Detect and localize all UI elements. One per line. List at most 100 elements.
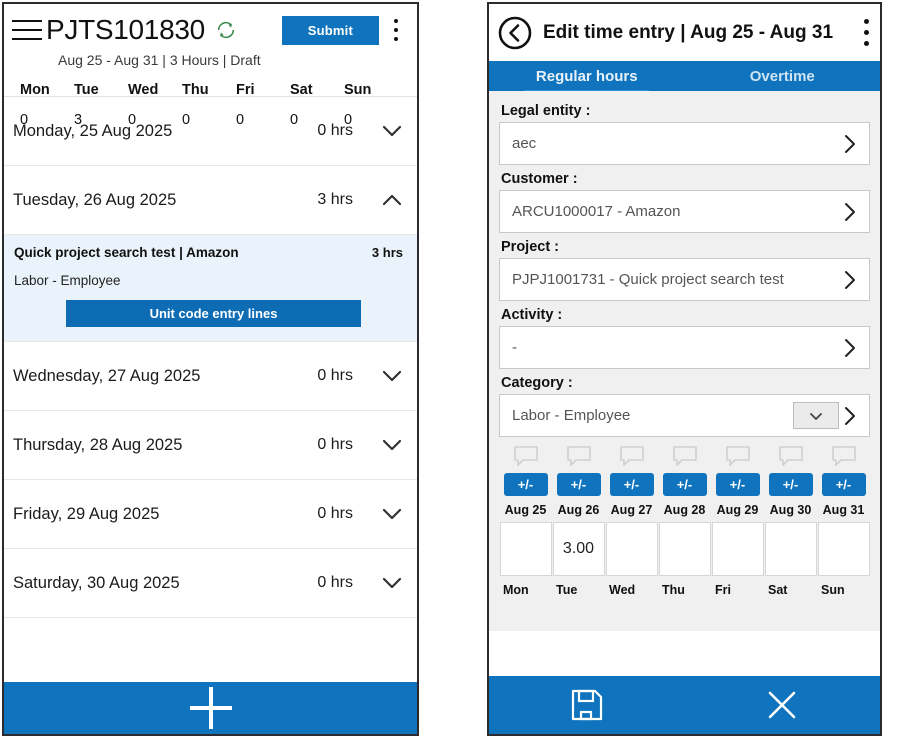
value-category: Labor - Employee	[512, 407, 631, 424]
week-summary-day: Mon	[20, 82, 50, 98]
day-weekday: Mon	[503, 583, 529, 597]
page-title: Edit time entry | Aug 25 - Aug 31	[543, 21, 834, 43]
comment-icon[interactable]	[672, 445, 698, 467]
hours-input[interactable]	[499, 522, 552, 576]
tab-regular-hours[interactable]: Regular hours	[489, 61, 685, 95]
comment-icon[interactable]	[778, 445, 804, 467]
chevron-right-icon	[845, 406, 855, 425]
hours-input[interactable]: 3.00	[552, 522, 605, 576]
day-row[interactable]: Saturday, 30 Aug 2025 0 hrs	[4, 549, 417, 618]
save-button[interactable]	[489, 685, 685, 725]
week-summary-col: Wed 0	[128, 82, 182, 128]
week-summary-row: Mon 0 Tue 3 Wed 0 Thu 0 Fri 0 Sat 0 Sun …	[12, 82, 407, 128]
week-summary-value: 0	[290, 112, 299, 128]
plus-minus-button[interactable]: +/-	[821, 473, 866, 496]
plus-minus-button[interactable]: +/-	[609, 473, 654, 496]
plus-minus-button[interactable]: +/-	[768, 473, 813, 496]
label-category: Category :	[501, 375, 573, 391]
day-column: +/- Aug 26 3.00 Tue	[552, 445, 605, 597]
tab-bar: Regular hours Overtime	[489, 61, 880, 95]
save-icon	[571, 689, 602, 721]
day-hours: 0 hrs	[317, 122, 353, 139]
week-summary-day: Wed	[128, 82, 159, 98]
back-arrow-icon[interactable]	[497, 15, 533, 51]
day-row[interactable]: Tuesday, 26 Aug 2025 3 hrs	[4, 166, 417, 235]
value-customer: ARCU1000017 - Amazon	[512, 203, 681, 220]
timesheet-id: PJTS101830	[46, 14, 205, 45]
entry-hours: 3 hrs	[371, 245, 403, 260]
day-label: Wednesday, 27 Aug 2025	[13, 366, 201, 385]
week-summary-value: 3	[74, 112, 83, 128]
value-activity: -	[512, 339, 517, 356]
hours-input[interactable]	[605, 522, 658, 576]
hours-input[interactable]	[711, 522, 764, 576]
kebab-menu-icon[interactable]	[385, 15, 407, 45]
comment-icon[interactable]	[513, 445, 539, 467]
plus-minus-button[interactable]: +/-	[503, 473, 548, 496]
week-summary-col: Sat 0	[290, 82, 344, 128]
entry-form: Legal entity : aec Customer : ARCU100001…	[489, 91, 880, 631]
day-weekday: Thu	[662, 583, 685, 597]
plus-icon	[189, 687, 232, 729]
week-summary-col: Thu 0	[182, 82, 236, 128]
chevron-down-icon	[382, 439, 402, 451]
week-summary-value: 0	[20, 112, 29, 128]
week-summary-col: Tue 3	[74, 82, 128, 128]
week-summary-col: Sun 0	[344, 82, 398, 128]
refresh-icon[interactable]	[215, 19, 237, 41]
week-summary-day: Fri	[236, 82, 255, 98]
field-category[interactable]: Labor - Employee	[499, 394, 870, 437]
day-label: Thursday, 28 Aug 2025	[13, 435, 183, 454]
category-dropdown[interactable]	[793, 402, 839, 429]
day-row[interactable]: Friday, 29 Aug 2025 0 hrs	[4, 480, 417, 549]
chevron-right-icon	[845, 134, 855, 153]
comment-icon[interactable]	[831, 445, 857, 467]
hours-input[interactable]	[658, 522, 711, 576]
day-hours-grid: +/- Aug 25 Mon +/- Aug 26 3.00 Tue +/- A…	[499, 445, 870, 597]
week-summary-col: Mon 0	[20, 82, 74, 128]
day-date: Aug 28	[663, 503, 706, 517]
chevron-down-icon	[382, 577, 402, 589]
tab-overtime[interactable]: Overtime	[749, 67, 815, 85]
hours-input[interactable]	[817, 522, 870, 576]
day-weekday: Wed	[609, 583, 636, 597]
field-customer[interactable]: ARCU1000017 - Amazon	[499, 190, 870, 233]
week-summary-day: Sat	[290, 82, 313, 98]
day-label: Saturday, 30 Aug 2025	[13, 573, 180, 592]
kebab-menu-icon[interactable]	[858, 19, 874, 46]
day-label: Tuesday, 26 Aug 2025	[13, 190, 177, 209]
plus-minus-button[interactable]: +/-	[556, 473, 601, 496]
hamburger-icon[interactable]	[12, 20, 42, 40]
day-hours: 0 hrs	[317, 505, 353, 522]
chevron-right-icon	[845, 338, 855, 357]
day-row[interactable]: Wednesday, 27 Aug 2025 0 hrs	[4, 342, 417, 411]
field-project[interactable]: PJPJ1001731 - Quick project search test	[499, 258, 870, 301]
day-hours: 0 hrs	[317, 367, 353, 384]
field-legal-entity[interactable]: aec	[499, 122, 870, 165]
hours-input[interactable]	[764, 522, 817, 576]
day-row[interactable]: Monday, 25 Aug 2025 0 hrs	[4, 97, 417, 166]
week-summary-day: Tue	[74, 82, 99, 98]
day-label: Friday, 29 Aug 2025	[13, 504, 160, 523]
add-entry-button[interactable]	[4, 682, 417, 734]
unit-code-entry-lines-button[interactable]: Unit code entry lines	[66, 300, 361, 327]
field-activity[interactable]: -	[499, 326, 870, 369]
plus-minus-button[interactable]: +/-	[715, 473, 760, 496]
day-row[interactable]: Thursday, 28 Aug 2025 0 hrs	[4, 411, 417, 480]
day-column: +/- Aug 29 Fri	[711, 445, 764, 597]
field-list: Legal entity : aec Customer : ARCU100001…	[499, 103, 870, 437]
week-summary-value: 0	[344, 112, 353, 128]
label-legal-entity: Legal entity :	[501, 103, 591, 119]
time-entry-item[interactable]: Quick project search test | Amazon 3 hrs…	[4, 235, 417, 342]
day-weekday: Fri	[715, 583, 731, 597]
comment-icon[interactable]	[619, 445, 645, 467]
value-legal-entity: aec	[512, 135, 537, 152]
plus-minus-button[interactable]: +/-	[662, 473, 707, 496]
chevron-right-icon	[845, 270, 855, 289]
submit-button[interactable]: Submit	[281, 15, 379, 45]
comment-icon[interactable]	[725, 445, 751, 467]
cancel-button[interactable]	[685, 685, 881, 725]
day-column: +/- Aug 27 Wed	[605, 445, 658, 597]
comment-icon[interactable]	[566, 445, 592, 467]
